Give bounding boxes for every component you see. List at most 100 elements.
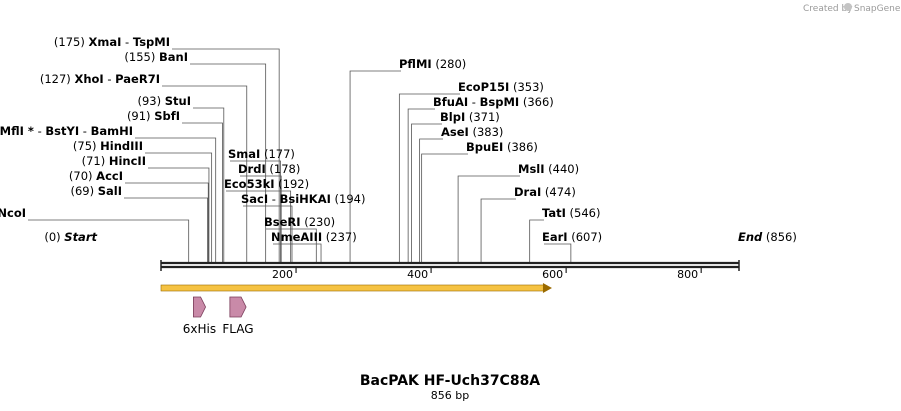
site-leader <box>190 63 267 263</box>
site-label-text: (91) SbfI <box>127 109 180 123</box>
site-label[interactable]: EcoP15I (353) <box>458 80 544 94</box>
site-position: (607) <box>568 230 603 244</box>
site-leader <box>266 228 317 263</box>
site-label[interactable]: EarI (607) <box>542 230 602 244</box>
feature-label: FLAG <box>222 322 253 336</box>
site-leader <box>28 219 190 263</box>
site-label[interactable]: BlpI (371) <box>440 110 500 124</box>
orf-body[interactable] <box>160 284 545 292</box>
site-position: (69) <box>70 184 97 198</box>
site-label-text: BseRI (230) <box>264 215 335 229</box>
site-label[interactable]: DrdI (178) <box>238 162 300 176</box>
site-label-text: EarI (607) <box>542 230 602 244</box>
site-leader <box>480 198 516 263</box>
site-label[interactable]: (155) BanI <box>124 50 188 64</box>
enzyme-name: MslI <box>518 162 545 176</box>
enzyme-name: XmaI <box>89 35 122 49</box>
orf-arrowhead[interactable] <box>542 283 552 293</box>
site-label[interactable]: TatI (546) <box>542 206 601 220</box>
site-label-text: EcoP15I (353) <box>458 80 544 94</box>
site-position: (353) <box>509 80 544 94</box>
site-label[interactable]: DraI (474) <box>514 185 576 199</box>
site-position: (75) <box>73 139 100 153</box>
enzyme-name: NmeAIII <box>271 230 322 244</box>
site-leader <box>407 108 435 263</box>
site-label-text: (70) AccI <box>69 169 123 183</box>
site-position: (386) <box>503 140 538 154</box>
enzyme-name: Eco53kI <box>224 177 275 191</box>
tick-label: 200 <box>272 268 293 281</box>
site-label[interactable]: (175) XmaI - TspMI <box>54 35 170 49</box>
site-label[interactable]: End (856) <box>738 230 797 244</box>
site-label[interactable]: SacI - BsiHKAI (194) <box>241 192 365 206</box>
site-label[interactable]: (91) SbfI <box>127 109 180 123</box>
site-label-text: SmaI (177) <box>228 147 295 161</box>
enzyme-name: BseRI <box>264 215 301 229</box>
site-label[interactable]: BseRI (230) <box>264 215 335 229</box>
feature[interactable]: 6xHis <box>183 296 216 336</box>
enzyme-name: SbfI <box>154 109 180 123</box>
site-label[interactable]: NmeAIII (237) <box>271 230 357 244</box>
site-label[interactable]: BpuEI (386) <box>466 140 538 154</box>
site-position: (175) <box>54 35 89 49</box>
enzyme-name: TatI <box>542 206 566 220</box>
enzyme-name: HincII <box>109 154 146 168</box>
site-label-text: (155) BanI <box>124 50 188 64</box>
site-leader <box>226 190 292 263</box>
site-label[interactable]: (93) StuI <box>137 94 191 108</box>
site-position: (366) <box>519 95 554 109</box>
site-leader <box>421 153 468 263</box>
features: 6xHis FLAG <box>183 296 254 336</box>
site-position: (440) <box>545 162 580 176</box>
enzyme-name: Start <box>64 230 97 244</box>
enzyme-name: DrdI <box>238 162 266 176</box>
enzyme-name: EarI <box>542 230 568 244</box>
site-label-text: SacI - BsiHKAI (194) <box>241 192 365 206</box>
site-label[interactable]: (75) HindIII <box>73 139 143 153</box>
site-leader <box>419 138 443 263</box>
site-position: (155) <box>124 50 159 64</box>
site-leader <box>544 243 572 263</box>
map-title: BacPAK HF-Uch37C88A <box>360 373 540 389</box>
site-label-text: BpuEI (386) <box>466 140 538 154</box>
enzyme-name: MflI * <box>0 124 34 138</box>
site-label-text: (127) XhoI - PaeR7I <box>40 72 160 86</box>
site-label[interactable]: (69) SalI <box>70 184 122 198</box>
site-position: (177) <box>260 147 295 161</box>
enzyme-name: BlpI <box>440 110 465 124</box>
site-label[interactable]: MslI (440) <box>518 162 579 176</box>
site-position: (280) <box>432 57 467 71</box>
feature-arrow[interactable] <box>229 296 247 318</box>
site-label[interactable]: Eco53kI (192) <box>224 177 309 191</box>
site-label[interactable]: SmaI (177) <box>228 147 295 161</box>
enzyme-name: SmaI <box>228 147 260 161</box>
feature-arrow[interactable] <box>193 296 207 318</box>
site-separator: - <box>468 95 479 109</box>
site-label[interactable]: (41) BtgI - StyI - NcoI <box>0 206 26 220</box>
site-label[interactable]: PflMI (280) <box>399 57 466 71</box>
site-leader <box>182 122 223 263</box>
site-label[interactable]: (71) HincII <box>82 154 146 168</box>
tick-label: 600 <box>542 268 563 281</box>
site-position: (0) <box>44 230 64 244</box>
site-label[interactable]: (127) XhoI - PaeR7I <box>40 72 160 86</box>
site-label[interactable]: (81) MflI * - BstYI - BamHI <box>0 124 133 138</box>
site-label-text: (0) Start <box>44 230 97 244</box>
site-label[interactable]: (70) AccI <box>69 169 123 183</box>
backbone <box>160 260 740 271</box>
site-label-text: End (856) <box>738 230 797 244</box>
site-leader <box>172 48 280 263</box>
site-label-text: TatI (546) <box>542 206 601 220</box>
site-label[interactable]: (0) Start <box>44 230 97 244</box>
site-label[interactable]: BfuAI - BspMI (366) <box>433 95 554 109</box>
orf-arrow[interactable] <box>160 283 552 293</box>
feature[interactable]: FLAG <box>222 296 254 336</box>
site-position: (546) <box>566 206 601 220</box>
site-label-text: DraI (474) <box>514 185 576 199</box>
tick-label: 800 <box>677 268 698 281</box>
site-label-text: (69) SalI <box>70 184 122 198</box>
site-label[interactable]: AseI (383) <box>441 125 503 139</box>
site-label-text: (75) HindIII <box>73 139 143 153</box>
site-position: (230) <box>301 215 336 229</box>
